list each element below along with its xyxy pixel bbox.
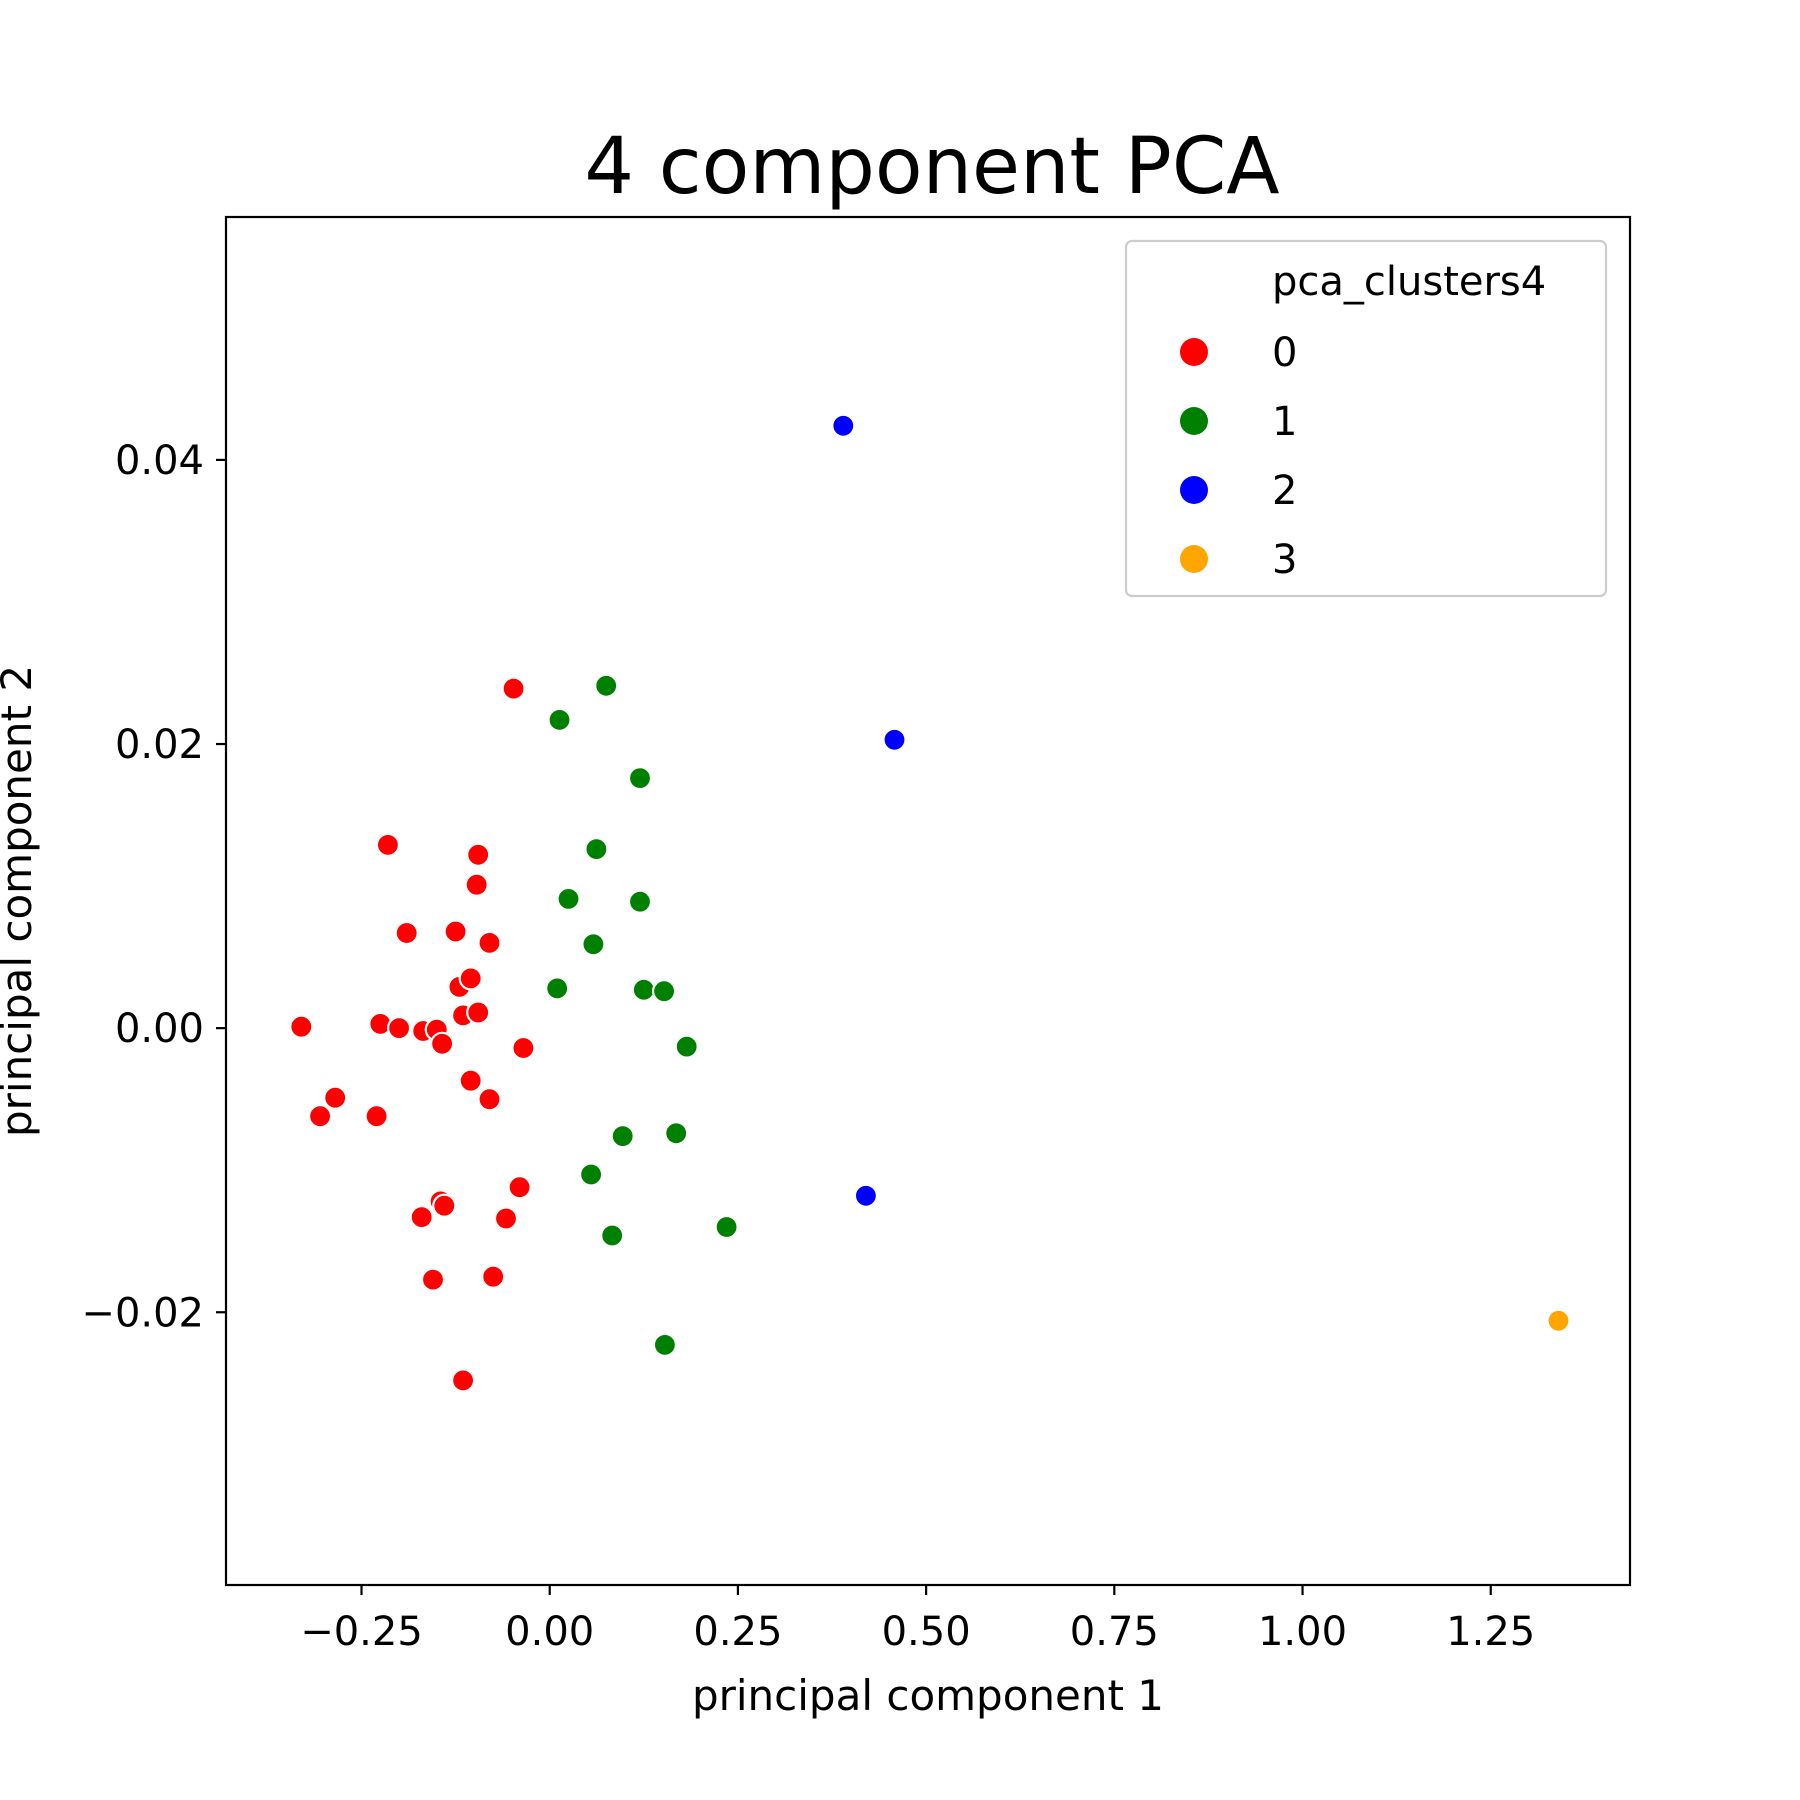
x-tick-label-0: −0.25 xyxy=(300,1609,423,1655)
point-cluster-2-1 xyxy=(853,1183,879,1208)
point-cluster-1-6 xyxy=(594,673,619,698)
point-cluster-2-2 xyxy=(882,727,907,752)
legend-label-3: 3 xyxy=(1272,537,1297,583)
legend-label-2: 2 xyxy=(1272,468,1297,514)
point-cluster-1-16 xyxy=(714,1214,739,1240)
plot-frame xyxy=(224,215,1632,1587)
point-cluster-0-10 xyxy=(420,1267,446,1292)
point-cluster-0-7 xyxy=(394,920,419,946)
legend-title: pca_clusters4 xyxy=(1272,259,1546,305)
points-layer xyxy=(289,413,1571,1393)
chart-title: 4 component PCA xyxy=(584,122,1279,212)
legend-marker-2 xyxy=(1180,476,1208,504)
point-cluster-0-23 xyxy=(466,1000,491,1025)
point-cluster-0-22 xyxy=(466,842,491,867)
x-tick-label-4: 0.75 xyxy=(1070,1609,1159,1655)
legend-marker-0 xyxy=(1180,338,1208,366)
legend-label-0: 0 xyxy=(1272,330,1297,376)
y-axis: −0.02 0.00 0.02 0.04 xyxy=(81,438,226,1336)
point-cluster-0-8 xyxy=(409,1204,434,1230)
point-cluster-0-25 xyxy=(477,1087,502,1112)
point-cluster-1-15 xyxy=(674,1034,699,1059)
point-cluster-1-4 xyxy=(581,932,606,957)
y-tick-label-2: 0.02 xyxy=(115,722,204,768)
point-cluster-0-14 xyxy=(432,1193,457,1218)
point-cluster-0-1 xyxy=(308,1104,333,1129)
point-cluster-1-11 xyxy=(631,977,656,1002)
point-cluster-0-20 xyxy=(458,1068,483,1093)
point-cluster-0-26 xyxy=(481,1264,506,1289)
x-axis: −0.25 0.00 0.25 0.50 0.75 1.00 1.25 xyxy=(300,1585,1535,1655)
point-cluster-1-14 xyxy=(664,1121,689,1146)
legend-label-1: 1 xyxy=(1272,399,1297,445)
x-tick-label-6: 1.25 xyxy=(1446,1609,1535,1655)
point-cluster-1-2 xyxy=(556,886,581,912)
point-cluster-0-19 xyxy=(458,966,483,991)
point-cluster-0-13 xyxy=(430,1031,455,1056)
point-cluster-1-10 xyxy=(627,765,653,791)
point-cluster-0-5 xyxy=(375,832,400,858)
point-cluster-0-3 xyxy=(364,1104,389,1129)
point-cluster-3-0 xyxy=(1546,1308,1571,1333)
legend: pca_clusters4 0 1 2 3 xyxy=(1124,239,1608,598)
point-cluster-1-8 xyxy=(610,1123,635,1149)
point-cluster-0-21 xyxy=(464,872,489,897)
point-cluster-0-0 xyxy=(289,1014,314,1039)
point-cluster-1-12 xyxy=(651,979,677,1004)
legend-marker-3 xyxy=(1180,545,1208,573)
point-cluster-0-2 xyxy=(323,1085,348,1110)
point-cluster-0-15 xyxy=(443,919,468,944)
point-cluster-0-18 xyxy=(451,1368,476,1393)
point-cluster-0-30 xyxy=(511,1035,536,1061)
point-cluster-1-9 xyxy=(627,889,653,914)
point-cluster-1-7 xyxy=(600,1223,625,1248)
point-cluster-0-24 xyxy=(477,930,502,956)
point-cluster-0-27 xyxy=(493,1206,519,1231)
x-tick-label-1: 0.00 xyxy=(505,1609,594,1655)
x-tick-label-2: 0.25 xyxy=(693,1609,782,1655)
x-axis-title: principal component 1 xyxy=(692,1671,1164,1720)
point-cluster-1-3 xyxy=(578,1162,604,1187)
point-cluster-1-1 xyxy=(547,707,572,733)
y-axis-title: principal component 2 xyxy=(0,665,41,1137)
x-tick-label-3: 0.50 xyxy=(882,1609,971,1655)
legend-marker-1 xyxy=(1180,407,1208,435)
point-cluster-2-0 xyxy=(831,413,856,438)
y-tick-label-1: 0.00 xyxy=(115,1006,204,1052)
point-cluster-1-13 xyxy=(652,1332,678,1358)
point-cluster-1-0 xyxy=(545,976,570,1001)
y-tick-label-0: −0.02 xyxy=(81,1290,204,1336)
point-cluster-0-28 xyxy=(501,676,526,701)
x-tick-label-5: 1.00 xyxy=(1258,1609,1347,1655)
legend-box xyxy=(1124,239,1608,598)
legend-items: 0 1 2 3 xyxy=(1180,330,1297,583)
y-tick-label-3: 0.04 xyxy=(115,438,204,484)
point-cluster-0-6 xyxy=(387,1015,412,1041)
point-cluster-1-5 xyxy=(584,836,609,862)
point-cluster-0-29 xyxy=(507,1175,532,1200)
